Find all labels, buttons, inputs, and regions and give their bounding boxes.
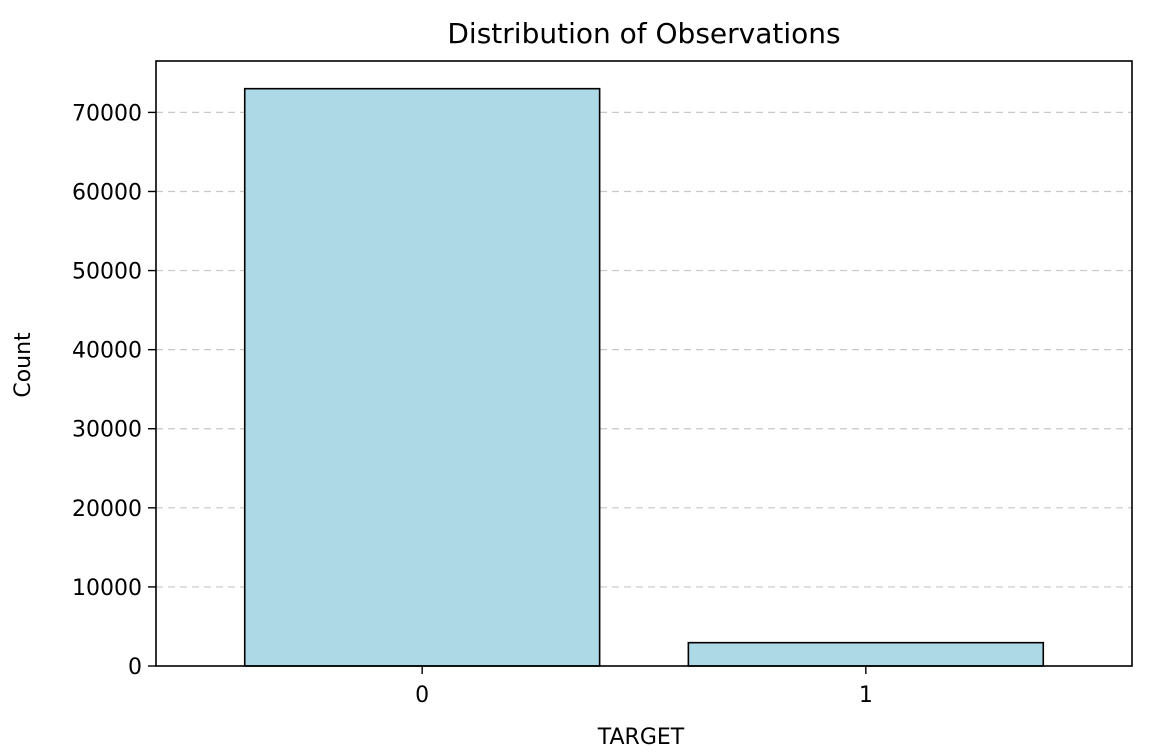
y-axis: 0 10000 20000 30000 40000 50000 60000 70000 [72, 101, 156, 680]
y-tick-label: 10000 [72, 576, 142, 601]
y-tick-label: 50000 [72, 260, 142, 285]
y-tick-label: 40000 [72, 339, 142, 364]
y-tick-label: 70000 [72, 101, 142, 126]
x-axis-title: TARGET [597, 725, 685, 750]
y-tick-label: 60000 [72, 180, 142, 205]
y-tick-label: 20000 [72, 497, 142, 522]
y-tick-label: 0 [128, 655, 142, 680]
chart-title: Distribution of Observations [447, 17, 840, 50]
bar-1 [687, 641, 1045, 667]
bars [243, 87, 1045, 667]
plot-frame [155, 60, 1133, 667]
x-tick-label: 0 [415, 683, 429, 708]
y-axis-title: Count [11, 332, 36, 398]
y-tick-label: 30000 [72, 418, 142, 443]
bar-0 [243, 87, 601, 667]
x-tick-label: 1 [859, 683, 873, 708]
